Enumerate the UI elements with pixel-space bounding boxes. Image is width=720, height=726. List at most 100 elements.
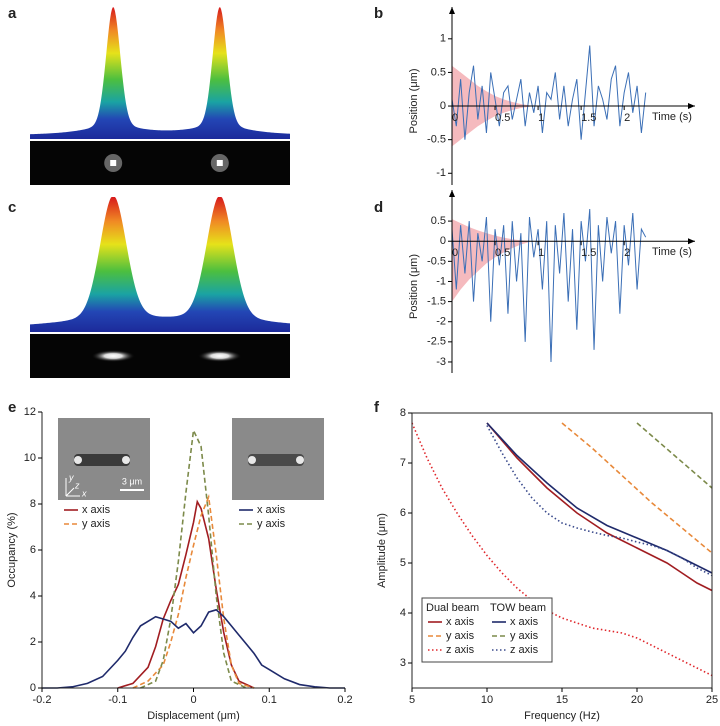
- y-tick-label: -1: [436, 167, 446, 179]
- y-axis-label: Position (μm): [408, 68, 420, 133]
- y-axis-label: Position (μm): [408, 254, 420, 319]
- data-line: [117, 499, 255, 689]
- y-tick-label: 0: [30, 682, 36, 694]
- y-tick-label: 0.5: [431, 66, 446, 78]
- x-tick-label: 0.5: [495, 247, 510, 259]
- y-tick-label: -2.5: [427, 336, 446, 348]
- data-line: [636, 422, 713, 489]
- y-axis-label: Occupancy (%): [6, 512, 18, 587]
- x-tick-label: 0.5: [495, 112, 510, 124]
- y-tick-label: 0: [440, 235, 446, 247]
- panel-label: c: [8, 199, 16, 216]
- x-tick-label: 10: [481, 694, 493, 706]
- legend-label: x axis: [257, 504, 286, 516]
- x-tick-label: 1: [538, 247, 544, 259]
- y-tick-label: 1: [440, 33, 446, 45]
- beam-image: [30, 334, 290, 378]
- data-line: [451, 208, 647, 362]
- data-line: [140, 427, 247, 689]
- data-line: [42, 608, 345, 689]
- particle-end: [248, 456, 256, 464]
- legend-group-title: TOW beam: [490, 602, 546, 614]
- intensity-surface: [30, 197, 290, 332]
- x-arrow: [688, 103, 695, 110]
- x-tick-label: 15: [556, 694, 568, 706]
- axis-glyph: [65, 487, 75, 497]
- x-tick-label: -0.1: [108, 694, 127, 706]
- x-axis-label: Time (s): [652, 246, 692, 258]
- y-tick-label: -1: [436, 275, 446, 287]
- data-line: [561, 422, 713, 554]
- legend-label: y axis: [510, 630, 539, 642]
- x-tick-label: 20: [631, 694, 643, 706]
- legend-label: x axis: [446, 616, 475, 628]
- legend-group-title: Dual beam: [426, 602, 479, 614]
- x-tick-label: 0.2: [337, 694, 352, 706]
- y-tick-label: -0.5: [427, 134, 446, 146]
- panel-label: f: [374, 399, 380, 416]
- beam-spot: [91, 350, 136, 362]
- y-tick-label: -3: [436, 356, 446, 368]
- intensity-surface: [30, 7, 290, 139]
- x-axis-label: Frequency (Hz): [524, 710, 600, 722]
- x-tick-label: 0: [452, 112, 458, 124]
- particle-end: [74, 456, 82, 464]
- x-tick-label: 5: [409, 694, 415, 706]
- y-axis-label: Amplitude (μm): [376, 513, 388, 588]
- data-line: [486, 422, 713, 574]
- envelope-band: [452, 219, 530, 302]
- y-tick-label: 6: [400, 507, 406, 519]
- panel-label: b: [374, 5, 383, 22]
- y-tick-label: 7: [400, 457, 406, 469]
- y-arrow: [449, 190, 455, 197]
- beam-spot: [197, 350, 242, 362]
- y-tick-label: 2: [30, 636, 36, 648]
- y-tick-label: 4: [30, 590, 36, 602]
- data-line: [411, 422, 713, 677]
- particle-end: [122, 456, 130, 464]
- legend-label: z axis: [446, 644, 475, 656]
- y-tick-label: 6: [30, 544, 36, 556]
- y-arrow: [449, 7, 455, 14]
- y-tick-label: 12: [24, 406, 36, 418]
- x-tick-label: 0: [190, 694, 196, 706]
- legend-label: x axis: [82, 504, 111, 516]
- panel-label: e: [8, 399, 16, 416]
- x-axis-label: Displacement (μm): [147, 710, 240, 722]
- data-line: [451, 45, 647, 140]
- particle: [248, 454, 304, 466]
- particle: [74, 454, 130, 466]
- data-line: [132, 494, 255, 689]
- x-tick-label: 25: [706, 694, 718, 706]
- x-arrow: [688, 238, 695, 245]
- y-tick-label: 8: [400, 407, 406, 419]
- axis-glyph-label: y: [68, 472, 74, 482]
- scale-label: 3 μm: [122, 476, 142, 486]
- beam-image: [30, 141, 290, 185]
- x-tick-label: 1.5: [581, 112, 596, 124]
- x-tick-label: 0.1: [262, 694, 277, 706]
- legend-label: y axis: [82, 518, 111, 530]
- legend-label: x axis: [510, 616, 539, 628]
- panel-label: d: [374, 199, 383, 216]
- y-tick-label: 0.5: [431, 215, 446, 227]
- beam-spot: [216, 160, 223, 166]
- legend-label: z axis: [510, 644, 539, 656]
- y-tick-label: -0.5: [427, 255, 446, 267]
- y-tick-label: 5: [400, 557, 406, 569]
- y-tick-label: 4: [400, 607, 406, 619]
- particle-end: [296, 456, 304, 464]
- axis-glyph-label: x: [81, 488, 87, 498]
- legend-label: y axis: [446, 630, 475, 642]
- x-tick-label: 1: [538, 112, 544, 124]
- panel-label: a: [8, 5, 17, 22]
- y-tick-label: 3: [400, 657, 406, 669]
- y-tick-label: 0: [440, 100, 446, 112]
- legend-label: y axis: [257, 518, 286, 530]
- x-axis-label: Time (s): [652, 111, 692, 123]
- data-line: [486, 425, 713, 577]
- data-line: [486, 422, 713, 592]
- y-tick-label: -2: [436, 316, 446, 328]
